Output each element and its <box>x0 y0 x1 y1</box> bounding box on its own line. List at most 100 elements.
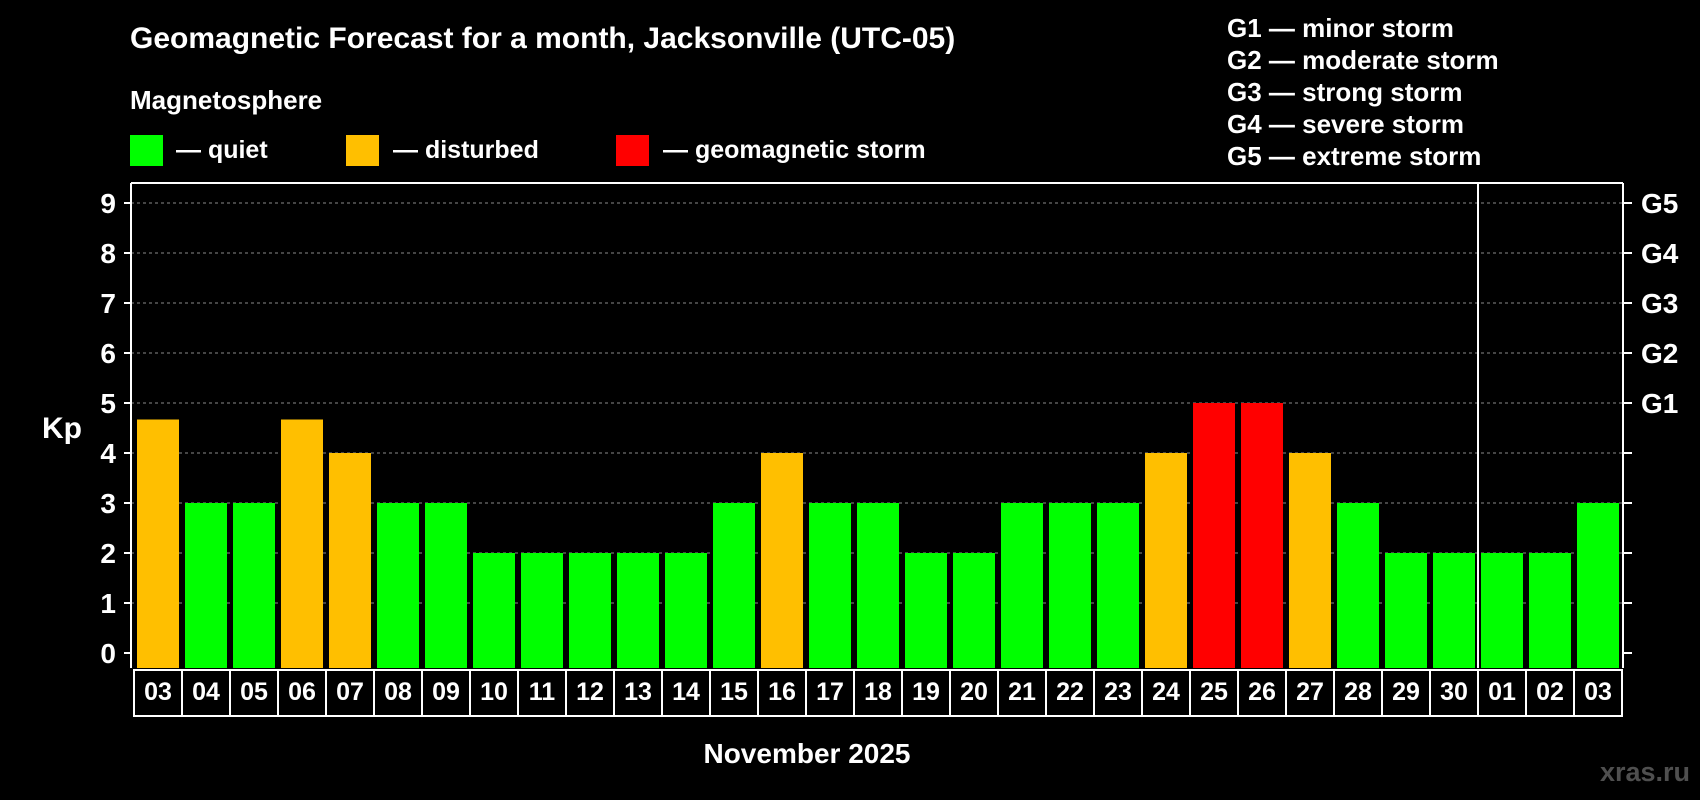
day-label: 17 <box>816 678 844 706</box>
storm-scale-g4: G4 — severe storm <box>1227 109 1464 139</box>
day-label: 27 <box>1296 678 1324 706</box>
y-tick-label: 0 <box>100 638 116 669</box>
storm-scale-g2: G2 — moderate storm <box>1227 45 1499 75</box>
bar <box>761 453 803 668</box>
bar <box>953 553 995 668</box>
day-label: 30 <box>1440 678 1468 706</box>
y-tick-label: 7 <box>100 288 116 319</box>
day-label: 19 <box>912 678 940 706</box>
bar <box>1193 403 1235 668</box>
y-tick-label: 9 <box>100 188 116 219</box>
bar <box>425 503 467 668</box>
y-axis-label: Kp <box>42 412 82 445</box>
day-labels: 03 04 05 06 07 08 09 10 11 12 13 14 15 16 17 18 19 20 21 22… <box>133 669 1623 717</box>
bar <box>1529 553 1571 668</box>
y-tick-label: 4 <box>100 438 116 469</box>
day-label: 16 <box>768 678 796 706</box>
legend-swatch-storm <box>616 135 649 166</box>
legend-swatch-quiet <box>130 135 163 166</box>
bar <box>1049 503 1091 668</box>
day-label: 22 <box>1056 678 1084 706</box>
day-label: 07 <box>336 678 364 706</box>
bar <box>1241 403 1283 668</box>
right-axis-label: G5 <box>1641 188 1678 219</box>
chart-title: Geomagnetic Forecast for a month, Jackso… <box>130 22 955 55</box>
day-label: 01 <box>1488 678 1516 706</box>
day-label: 13 <box>624 678 652 706</box>
legend-label-disturbed: — disturbed <box>393 136 539 164</box>
bar <box>473 553 515 668</box>
right-axis-ticks: G1 G2 G3 G4 G5 <box>1623 188 1679 654</box>
legend-swatch-disturbed <box>346 135 379 166</box>
bar <box>665 553 707 668</box>
day-label: 28 <box>1344 678 1372 706</box>
day-label: 20 <box>960 678 988 706</box>
bar <box>137 419 179 668</box>
day-label: 11 <box>529 678 556 706</box>
day-label: 03 <box>1584 678 1612 706</box>
day-label: 02 <box>1536 678 1564 706</box>
day-label: 06 <box>288 678 316 706</box>
day-label: 10 <box>480 678 508 706</box>
day-label: 21 <box>1008 678 1036 706</box>
chart-subtitle: Magnetosphere <box>130 85 322 115</box>
x-axis-label: November 2025 <box>703 738 910 769</box>
right-axis-label: G1 <box>1641 388 1678 419</box>
legend: — quiet — disturbed — geomagnetic storm <box>130 135 926 166</box>
day-label: 18 <box>864 678 892 706</box>
y-tick-label: 6 <box>100 338 116 369</box>
bar <box>1481 553 1523 668</box>
day-label: 14 <box>672 678 700 706</box>
legend-label-quiet: — quiet <box>176 136 268 164</box>
bar <box>233 503 275 668</box>
bar <box>569 553 611 668</box>
watermark: xras.ru <box>1600 757 1690 787</box>
bar <box>1289 453 1331 668</box>
bar <box>1577 503 1619 668</box>
bar <box>1097 503 1139 668</box>
day-label: 25 <box>1200 678 1228 706</box>
right-axis-label: G3 <box>1641 288 1678 319</box>
bar <box>1145 453 1187 668</box>
bar <box>809 503 851 668</box>
bar <box>1337 503 1379 668</box>
right-axis-label: G4 <box>1641 238 1679 269</box>
bar <box>905 553 947 668</box>
day-label: 29 <box>1392 678 1420 706</box>
bar <box>617 553 659 668</box>
day-label: 09 <box>432 678 460 706</box>
bar <box>1001 503 1043 668</box>
day-label-box <box>1573 669 1623 717</box>
bar <box>329 453 371 668</box>
y-tick-label: 5 <box>100 388 116 419</box>
bar <box>281 419 323 668</box>
day-label: 05 <box>240 678 268 706</box>
bar <box>1433 553 1475 668</box>
y-tick-label: 1 <box>100 588 116 619</box>
axes <box>130 182 1624 668</box>
bar <box>857 503 899 668</box>
y-tick-label: 8 <box>100 238 116 269</box>
y-axis-ticks: 0 1 2 3 4 5 6 7 8 9 <box>100 188 131 669</box>
bar <box>713 503 755 668</box>
storm-scale-g5: G5 — extreme storm <box>1227 141 1481 171</box>
day-label: 08 <box>384 678 412 706</box>
right-axis-label: G2 <box>1641 338 1678 369</box>
y-tick-label: 3 <box>100 488 116 519</box>
day-label: 04 <box>192 678 220 706</box>
legend-label-storm: — geomagnetic storm <box>663 136 926 164</box>
day-label: 15 <box>720 678 748 706</box>
day-label: 23 <box>1104 678 1132 706</box>
day-label: 24 <box>1152 678 1180 706</box>
day-label: 03 <box>144 678 172 706</box>
y-tick-label: 2 <box>100 538 116 569</box>
storm-scale-legend: G1 — minor storm G2 — moderate storm G3 … <box>1227 13 1499 171</box>
storm-scale-g3: G3 — strong storm <box>1227 77 1462 107</box>
storm-scale-g1: G1 — minor storm <box>1227 13 1454 43</box>
bars <box>137 403 1619 668</box>
bar <box>377 503 419 668</box>
bar <box>521 553 563 668</box>
day-label: 26 <box>1248 678 1276 706</box>
day-label: 12 <box>576 678 604 706</box>
